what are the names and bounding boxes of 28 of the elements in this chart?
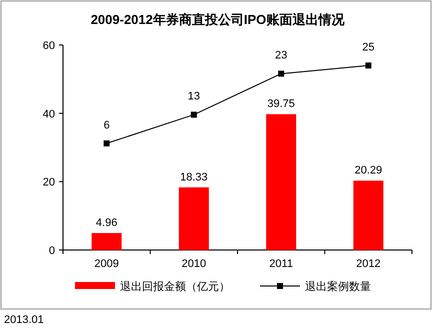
x-tick-label: 2010 (182, 258, 206, 270)
point (365, 62, 372, 68)
point (104, 140, 110, 146)
bar (353, 180, 384, 250)
data-label: 39.75 (267, 98, 295, 110)
data-label: 13 (188, 90, 200, 103)
legend-label: 退出案例数量 (305, 280, 371, 293)
data-label: 18.33 (180, 171, 208, 184)
text: 2013.01 (4, 314, 44, 326)
x-tick-label: 2009 (94, 258, 119, 270)
bar (266, 114, 296, 250)
bar (92, 233, 122, 250)
y-tick-label: 60 (42, 40, 55, 52)
data-label: 23 (275, 50, 288, 62)
x-tick-label: 2011 (269, 258, 293, 270)
data-label: 20.29 (354, 164, 382, 177)
point (190, 112, 197, 118)
y-tick-label: 0 (48, 245, 55, 257)
bar (178, 187, 209, 250)
chart-title: 2009-2012年券商直投公司IPO账面退出情况 (90, 12, 346, 27)
data-label: 6 (104, 119, 110, 132)
y-tick-label: 40 (42, 108, 55, 120)
x-tick-label: 2012 (356, 258, 381, 270)
data-label: 25 (362, 42, 374, 54)
point (278, 70, 284, 77)
data-label: 4.96 (96, 217, 118, 230)
legend-label: 退出回报金额（亿元） (120, 280, 230, 293)
y-tick-label: 20 (42, 176, 55, 189)
